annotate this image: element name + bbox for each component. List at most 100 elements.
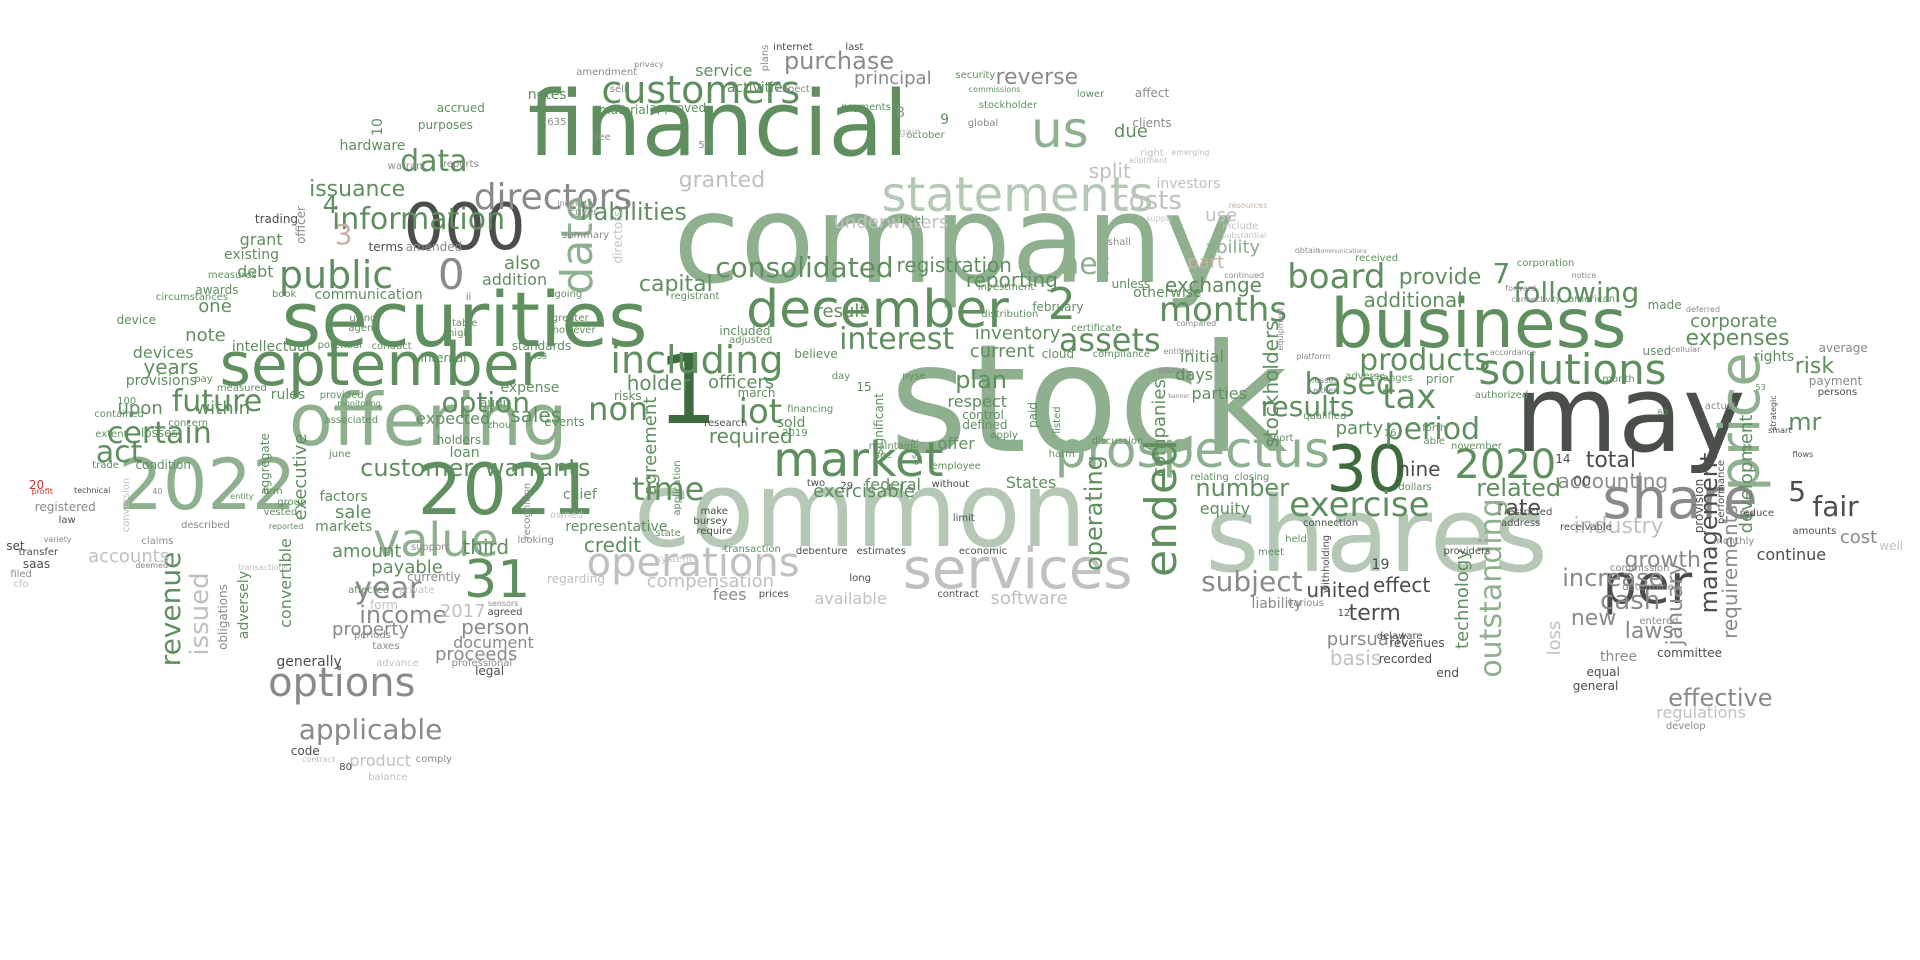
cloud-word: offering — [288, 378, 568, 463]
cloud-word: 14 — [1555, 451, 1571, 466]
cloud-word: actual — [1704, 401, 1736, 413]
cloud-word: trade — [92, 459, 119, 471]
cloud-word: prices — [758, 589, 789, 601]
cloud-word: allotment — [1129, 156, 1168, 166]
cloud-word: applicable — [298, 712, 443, 746]
cloud-word: 2 — [1047, 279, 1076, 331]
cloud-word: months — [1158, 290, 1288, 331]
cloud-word: contract — [302, 755, 336, 765]
cloud-word: mr — [1788, 408, 1822, 437]
cloud-word: prospectus — [1054, 421, 1330, 480]
cloud-word: three — [1600, 648, 1638, 665]
cloud-word: share — [1602, 467, 1758, 533]
cloud-word: product — [349, 751, 411, 771]
cloud-word: principal — [854, 67, 932, 89]
cloud-word: september — [219, 329, 545, 400]
cloud-word: sales — [510, 402, 562, 427]
cloud-word: act — [95, 435, 143, 471]
cloud-word: provide — [1398, 265, 1482, 291]
cloud-word: develop — [1665, 720, 1706, 732]
cloud-word: revenues — [1389, 636, 1445, 651]
cloud-word: investors — [1156, 176, 1221, 193]
cloud-word: notice — [1571, 271, 1597, 281]
cloud-word: include — [1222, 220, 1259, 232]
cloud-word: application — [671, 460, 683, 516]
cloud-word: address — [1500, 518, 1541, 530]
cloud-word: 19 — [1371, 557, 1390, 574]
cloud-word: either — [1313, 385, 1337, 395]
cloud-word: affected — [348, 585, 390, 597]
cloud-word: risks — [613, 388, 642, 403]
cloud-word: owned — [549, 510, 583, 522]
cloud-word: purposes — [417, 117, 473, 132]
cloud-word: material — [598, 103, 650, 118]
cloud-word: 00 — [1573, 473, 1591, 490]
cloud-word: expense — [500, 379, 560, 396]
cloud-word: obligations — [215, 584, 230, 651]
cloud-word: zhou — [487, 420, 512, 432]
cloud-word: equal — [1586, 665, 1620, 679]
cloud-word: convertible — [276, 537, 296, 628]
cloud-word: using — [349, 312, 377, 324]
cloud-word: level — [900, 214, 924, 226]
cloud-word: monitoring — [337, 399, 381, 409]
cloud-word: term — [1348, 601, 1401, 627]
cloud-word: exercise — [1289, 484, 1430, 525]
cloud-word: reduce — [1739, 507, 1774, 519]
cloud-word: debenture — [795, 546, 848, 557]
cloud-word: board — [1287, 257, 1386, 298]
cloud-word: 9 — [940, 112, 950, 128]
cloud-word: respect — [947, 392, 1008, 412]
cloud-word: result — [815, 301, 867, 322]
cloud-word: chief — [562, 487, 597, 504]
cloud-word: future — [171, 384, 263, 420]
cloud-word: payment — [1808, 374, 1863, 389]
cloud-word: transfer — [18, 546, 59, 558]
cloud-word: long — [849, 572, 871, 584]
cloud-word: option — [441, 386, 531, 420]
cloud-word: meet — [1258, 546, 1285, 558]
cloud-word: employee — [931, 460, 981, 472]
cloud-word: taxes — [372, 641, 400, 653]
cloud-word: used — [1642, 344, 1672, 359]
cloud-word: defined — [962, 418, 1008, 433]
cloud-word: customers — [601, 68, 801, 113]
cloud-word: 433 — [531, 352, 548, 362]
cloud-word: deferred — [1686, 305, 1721, 315]
cloud-word: document — [453, 633, 534, 653]
cloud-word: accounting — [1557, 468, 1669, 493]
cloud-word: basis — [1329, 645, 1382, 670]
cloud-word: short — [1267, 432, 1294, 444]
cloud-word: continue — [1756, 544, 1827, 564]
cloud-word: forward — [1505, 283, 1536, 293]
cloud-word: effect — [1372, 572, 1431, 597]
cloud-word: financing — [787, 403, 834, 415]
cloud-word: currently — [407, 569, 461, 584]
cloud-word: services — [902, 537, 1133, 603]
cloud-word: person — [461, 614, 530, 639]
cloud-word: entitled — [1163, 347, 1195, 357]
cloud-word: solutions — [1478, 344, 1667, 394]
cloud-word: subject — [1201, 564, 1303, 598]
cloud-word: regarding — [547, 571, 605, 586]
cloud-word: directors — [473, 176, 633, 218]
cloud-word: high — [447, 328, 470, 340]
cloud-word: firm — [262, 486, 283, 498]
cloud-word: factors — [319, 489, 368, 506]
cloud-word: markets — [315, 519, 373, 536]
cloud-word: october — [906, 130, 945, 142]
cloud-word: receivable — [1560, 522, 1612, 533]
cloud-word: holder — [626, 371, 691, 396]
cloud-word: described — [180, 520, 230, 532]
cloud-word: communications — [1317, 248, 1367, 256]
cloud-word: economic — [958, 546, 1008, 557]
cloud-word: split — [1088, 158, 1131, 183]
cloud-word: law — [58, 515, 76, 527]
cloud-word: transaction — [724, 544, 781, 556]
cloud-word: sell — [609, 84, 627, 96]
cloud-word: audit — [480, 396, 511, 411]
cloud-word: costs — [1114, 185, 1182, 216]
cloud-word: 4 — [322, 191, 338, 220]
cloud-word: commission — [1609, 563, 1670, 575]
cloud-word: cloud — [1041, 347, 1075, 362]
